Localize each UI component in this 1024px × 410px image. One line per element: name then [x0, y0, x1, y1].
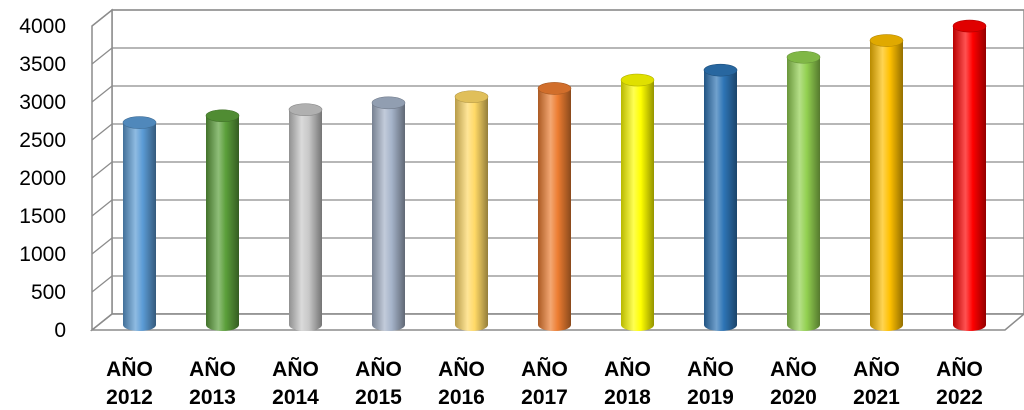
bar-año-2022	[952, 19, 987, 332]
x-tick-label: AÑO 2017	[521, 358, 568, 409]
bar-año-2015	[371, 96, 406, 331]
y-tick-label: 0	[54, 319, 66, 342]
gridline	[91, 9, 1024, 27]
y-tick-label: 2000	[19, 167, 66, 190]
bar-top	[205, 109, 240, 123]
bar-body	[787, 57, 820, 332]
bar-body	[953, 26, 986, 332]
bar-top	[620, 73, 655, 87]
x-tick-label: AÑO 2019	[687, 358, 734, 409]
y-tick-label: 1500	[19, 205, 66, 228]
x-tick-label: AÑO 2013	[189, 358, 236, 409]
bar-body	[621, 80, 654, 331]
bar-año-2018	[620, 73, 655, 331]
x-tick-label: AÑO 2015	[355, 358, 402, 409]
y-tick-label: 4000	[19, 15, 66, 38]
bar-top	[537, 82, 572, 95]
bar-body	[206, 115, 239, 331]
bar-año-2019	[703, 63, 738, 331]
y-tick-label: 3000	[19, 91, 66, 114]
bar-body	[123, 122, 156, 331]
bar-body	[870, 40, 903, 332]
bar-top	[703, 63, 738, 77]
x-tick-label: AÑO 2016	[438, 358, 485, 409]
bar-año-2012	[122, 116, 157, 331]
gridline	[91, 47, 1024, 65]
bar-top	[122, 116, 157, 129]
bar-año-2017	[537, 82, 572, 332]
bar-body	[538, 88, 571, 332]
y-tick-label: 3500	[19, 53, 66, 76]
x-tick-label: AÑO 2012	[106, 358, 153, 409]
bar-top	[454, 90, 489, 104]
x-tick-label: AÑO 2022	[936, 358, 983, 409]
x-tick-label: AÑO 2014	[272, 358, 319, 409]
y-tick-label: 1000	[19, 243, 66, 266]
bar-año-2016	[454, 90, 489, 331]
bar-top	[371, 96, 406, 110]
y-tick-label: 2500	[19, 129, 66, 152]
y-tick-label: 500	[31, 281, 66, 304]
bar-año-2013	[205, 109, 240, 331]
bar-top	[952, 19, 987, 33]
bar-body	[372, 102, 405, 331]
bar-año-2021	[869, 34, 904, 332]
bar-top	[786, 50, 821, 64]
bar-año-2020	[786, 50, 821, 332]
bar-top	[869, 34, 904, 47]
bar-body	[289, 109, 322, 332]
bar-body	[455, 96, 488, 331]
x-tick-label: AÑO 2020	[770, 358, 817, 409]
bar-top	[288, 103, 323, 116]
bar-año-2014	[288, 103, 323, 332]
x-tick-label: AÑO 2018	[604, 358, 651, 409]
bar-body	[704, 70, 737, 331]
x-tick-label: AÑO 2021	[853, 358, 900, 409]
